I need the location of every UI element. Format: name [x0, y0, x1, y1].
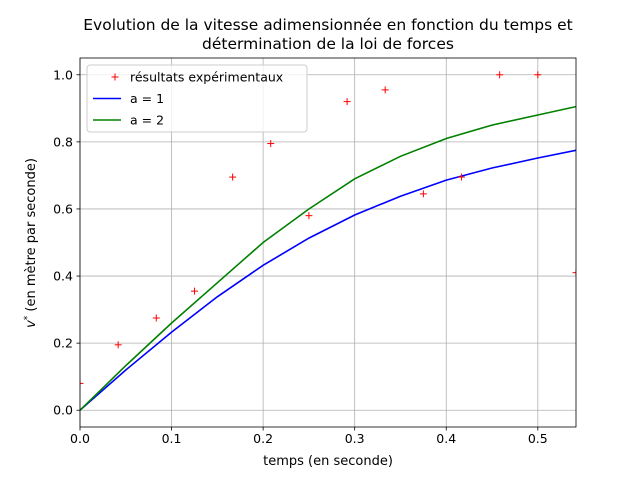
data-point-marker	[80, 379, 84, 387]
y-axis-label-symbol: v	[24, 320, 40, 328]
y-tick-label: 0.0	[53, 403, 73, 418]
y-tick-label: 0.2	[53, 336, 73, 351]
data-point-marker	[419, 190, 427, 198]
x-tick-label: 0.0	[70, 431, 90, 446]
data-point-marker	[190, 287, 198, 295]
legend-box	[86, 64, 308, 133]
data-point-marker	[114, 341, 122, 349]
y-tick-label: 0.8	[53, 134, 73, 149]
chart-title-line-2: détermination de la loi de forces	[202, 35, 454, 53]
legend-label: a = 1	[130, 91, 164, 106]
data-point-marker	[496, 71, 504, 79]
legend: résultats expérimentaux a = 1 a = 2	[86, 64, 308, 133]
x-tick-label: 0.4	[436, 431, 456, 446]
y-axis-label-text: (en mètre par seconde)	[24, 158, 40, 316]
data-point-marker	[343, 98, 351, 106]
x-tick-label: 0.5	[528, 431, 548, 446]
data-point-marker	[305, 212, 313, 220]
data-point-marker	[229, 173, 237, 181]
data-point-marker	[458, 173, 466, 181]
series-line	[80, 149, 576, 411]
chart-title-line-1: Evolution de la vitesse adimensionnée en…	[83, 16, 573, 34]
x-axis-label: temps (en seconde)	[263, 454, 393, 469]
data-point-marker	[381, 86, 389, 94]
y-tick-label: 1.0	[53, 67, 73, 82]
data-point-marker	[534, 71, 542, 79]
y-axis-label: v* (en mètre par seconde)	[23, 158, 39, 328]
x-tick-label: 0.1	[162, 431, 182, 446]
series-line	[80, 105, 576, 411]
plot-frame	[79, 57, 577, 428]
x-tick-label: 0.2	[253, 431, 273, 446]
legend-label: résultats expérimentaux	[130, 70, 283, 85]
x-tick-label: 0.3	[345, 431, 365, 446]
legend-marker-icon	[111, 73, 119, 81]
data-point-marker	[267, 140, 275, 148]
data-point-marker	[152, 314, 160, 322]
y-axis-label-superscript: *	[22, 315, 33, 321]
data-point-marker	[572, 269, 576, 277]
legend-label: a = 2	[130, 113, 164, 128]
y-tick-label: 0.6	[53, 201, 73, 216]
y-tick-label: 0.4	[53, 269, 73, 284]
